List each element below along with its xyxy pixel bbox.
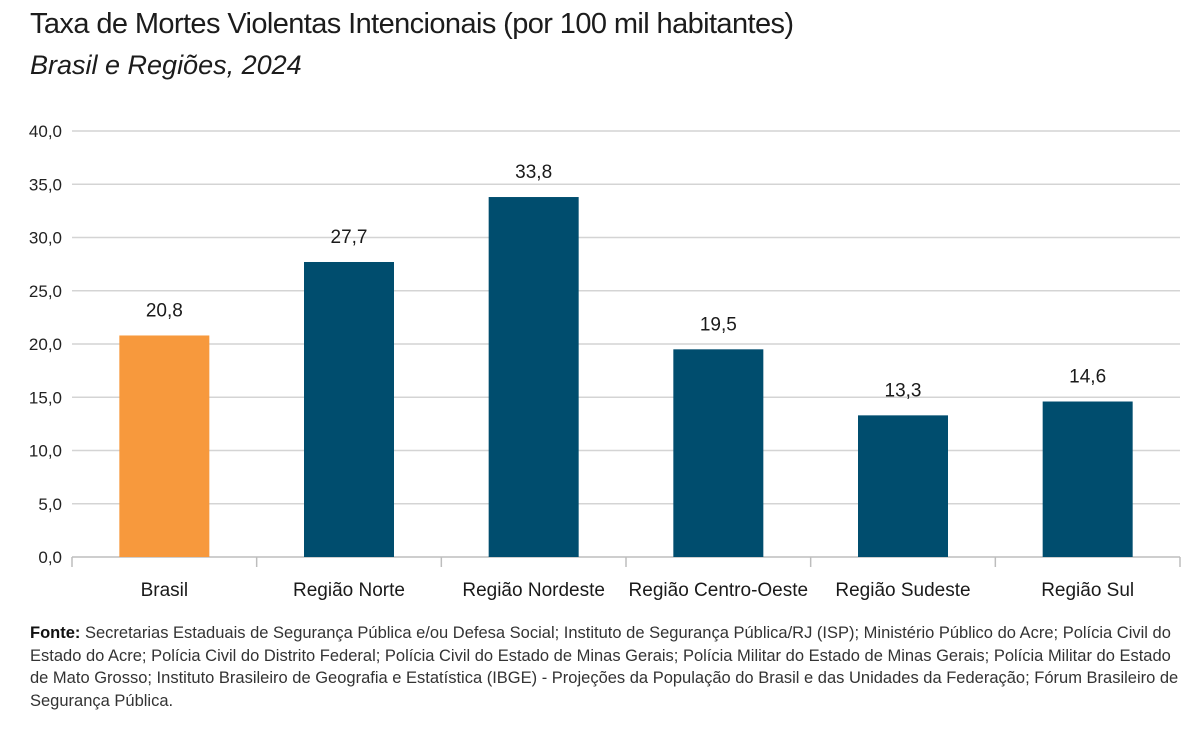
source-label: Fonte: — [30, 624, 80, 642]
category-label: Brasil — [141, 580, 189, 601]
data-label: 13,3 — [885, 380, 922, 401]
y-tick-label: 25,0 — [29, 282, 62, 301]
y-tick-label: 5,0 — [38, 495, 62, 514]
category-label: Região Nordeste — [462, 580, 605, 601]
bar — [119, 335, 209, 557]
data-label: 33,8 — [515, 162, 552, 183]
bar — [858, 415, 948, 557]
category-label: Região Sul — [1041, 580, 1134, 601]
bar — [489, 197, 579, 557]
data-label: 20,8 — [146, 300, 183, 321]
data-label: 19,5 — [700, 314, 737, 335]
y-tick-label: 20,0 — [29, 335, 62, 354]
source-note: Fonte: Secretarias Estaduais de Seguranç… — [30, 622, 1180, 712]
bar — [304, 262, 394, 557]
category-label: Região Sudeste — [835, 580, 970, 601]
y-tick-label: 30,0 — [29, 229, 62, 248]
category-label: Região Centro-Oeste — [629, 580, 809, 601]
y-tick-label: 10,0 — [29, 442, 62, 461]
y-tick-label: 15,0 — [29, 388, 62, 407]
y-tick-label: 35,0 — [29, 175, 62, 194]
y-tick-label: 0,0 — [38, 548, 62, 567]
data-label: 27,7 — [331, 227, 368, 248]
data-label: 14,6 — [1069, 367, 1106, 388]
category-label: Região Norte — [293, 580, 405, 601]
bar — [1043, 402, 1133, 557]
bar-chart: 0,0 5,0 10,0 15,0 20,0 25,0 30,0 35,0 40,0 20,8 Br… — [0, 0, 1200, 615]
source-text: Secretarias Estaduais de Segurança Públi… — [30, 624, 1178, 710]
bar — [673, 349, 763, 557]
y-tick-label: 40,0 — [29, 122, 62, 141]
